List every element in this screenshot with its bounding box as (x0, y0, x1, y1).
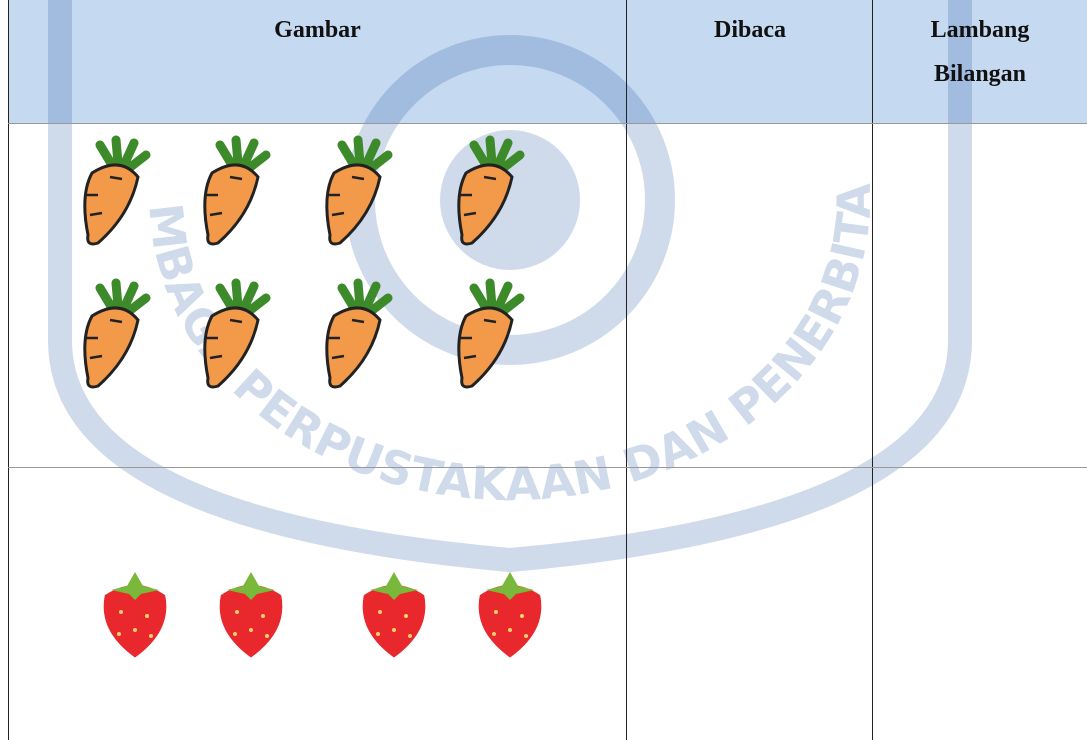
carrot-icon (85, 140, 146, 244)
strawberry-icon (99, 570, 171, 662)
border (872, 0, 873, 740)
carrot-icon (327, 283, 388, 387)
shield (48, 0, 972, 573)
carrot-icon (459, 283, 520, 387)
header-cell: Dibaca (714, 17, 786, 43)
border (626, 0, 627, 740)
border (8, 0, 9, 740)
strawberry-icon (474, 570, 546, 662)
header-row (8, 0, 1087, 123)
header-cell: Lambang Bilangan (930, 17, 1030, 87)
carrot-icon (205, 140, 266, 244)
border (8, 467, 1087, 468)
border (8, 123, 1087, 124)
carrot-icon (205, 283, 266, 387)
strawberry-icon (358, 570, 430, 662)
carrot-icon (327, 140, 388, 244)
carrot-icon (459, 140, 520, 244)
header-cell: Gambar (274, 17, 361, 43)
strawberry-icon (215, 570, 287, 662)
carrot-icon (85, 283, 146, 387)
